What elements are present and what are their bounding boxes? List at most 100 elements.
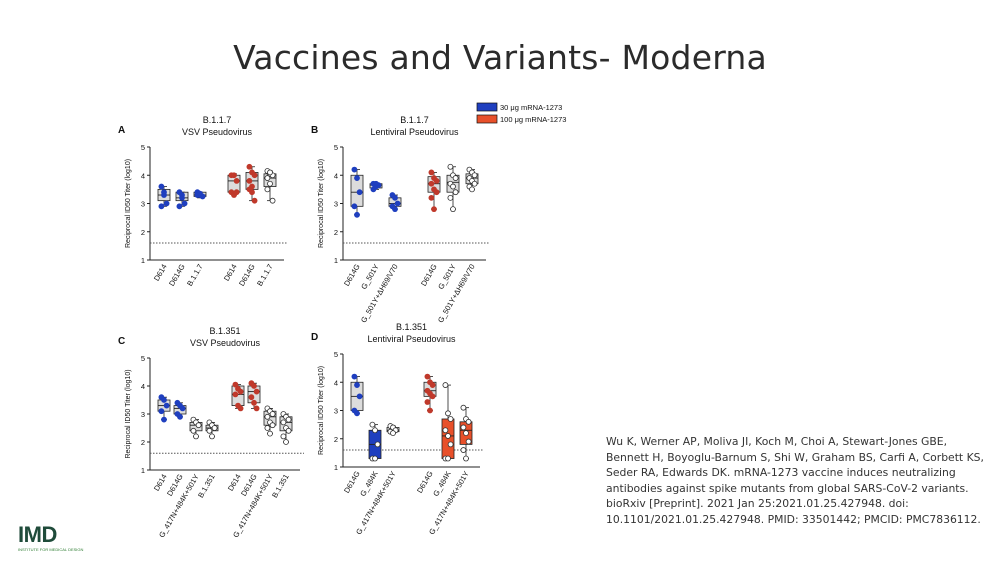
data-point [181,200,188,207]
data-point [267,180,273,187]
box-100ug [227,172,241,198]
box-30ug [388,192,402,213]
y-tick-label: 4 [334,171,338,180]
data-point [460,447,467,453]
box-100ug [423,373,437,414]
y-axis-label: Reciprocal ID50 Titer (log10) [125,159,132,248]
data-point [251,172,258,179]
y-tick-label: 1 [141,256,145,265]
panel-title: B.1.1.7 [400,115,429,125]
data-point [253,405,260,412]
x-tick-label: D614G [237,262,257,287]
data-point [158,183,165,190]
box-100ug [247,380,261,412]
data-point [251,399,257,406]
data-point [285,427,292,434]
panel-letter: A [118,125,125,136]
data-point [390,430,396,437]
box-30ug [350,166,364,218]
data-point [280,433,287,440]
data-point [351,203,358,210]
data-point [280,419,287,426]
data-point [253,388,260,395]
box-30ug [157,394,171,423]
data-point [163,200,170,207]
data-point [450,183,456,190]
y-tick-label: 2 [334,228,338,237]
data-point [428,194,435,201]
panel-subtitle: Lentiviral Pseudovirus [367,334,456,344]
data-point [431,206,437,213]
data-point [433,177,440,184]
x-tick-label: G_501Y+ΔH69/V70 [359,263,400,325]
data-point [206,427,213,434]
citation-text: Wu K, Werner AP, Moliva JI, Koch M, Choi… [606,435,984,526]
data-point [233,189,240,196]
data-point [442,382,449,388]
x-tick-label: B.1.1.7 [255,263,275,288]
data-point [161,189,167,196]
data-point [429,393,436,400]
legend-label-100ug: 100 μg mRNA-1273 [500,115,566,124]
data-point [179,194,185,201]
data-point [246,163,253,170]
box-100ug [263,405,277,437]
data-point [354,410,360,417]
data-point [452,175,459,181]
y-tick-label: 5 [141,354,145,363]
data-point [447,163,454,170]
data-point [463,430,469,437]
y-tick-label: 4 [334,378,338,387]
data-point [429,382,436,388]
panel-subtitle: VSV Pseudovirus [182,127,253,137]
y-tick-label: 2 [334,435,338,444]
panel-letter: B [311,125,318,136]
data-point [424,399,431,405]
data-point [447,441,454,448]
panel-a: A B.1.1.7 VSV Pseudovirus 1 2 3 4 5 Reciprocal I… [118,115,288,288]
imd-logo: IMD INSTITUTE FOR MEDICAL DESIGN [12,518,83,554]
box-100ug [446,163,460,213]
data-point [177,413,183,420]
panel-title: B.1.351 [396,322,427,332]
data-point [392,194,398,201]
data-point [161,397,167,403]
box-30ug [157,183,171,210]
data-point [351,166,358,173]
y-tick-label: 5 [141,143,145,152]
x-tick-label: B.1.1.7 [185,263,205,288]
y-tick-label: 2 [141,228,145,237]
data-point [463,455,469,462]
x-tick-label: D614 [152,263,169,283]
data-point [428,180,435,187]
x-tick-label: D614 [222,263,239,283]
y-tick-label: 1 [141,466,145,475]
data-point [233,177,240,184]
data-point [460,424,467,431]
panel-letter: C [118,336,125,347]
data-point [450,206,456,213]
data-point [351,373,358,380]
data-point [465,438,472,445]
data-point [251,383,257,389]
box-100ug [459,404,473,462]
data-point [356,189,363,196]
y-tick-label: 3 [334,407,338,416]
x-tick-label: D614G [167,262,187,287]
data-point [392,206,398,213]
legend-swatch-100ug [476,114,498,124]
box-30ug [350,373,364,417]
box-30ug [173,399,187,420]
box-100ug [427,169,441,213]
data-point [267,169,273,176]
y-tick-label: 1 [334,463,338,472]
data-point [427,407,433,414]
x-tick-label: G_501Y+ΔH69/V70 [436,263,477,325]
y-axis-label: Reciprocal ID50 Titer (log10) [125,369,132,458]
box-100ug [263,168,277,204]
panel-b: B B.1.1.7 Lentiviral Pseudovirus 1 2 3 4 5 Recip… [311,115,490,324]
box-30ug [369,180,383,193]
data-point [373,180,379,187]
data-point [232,381,239,388]
